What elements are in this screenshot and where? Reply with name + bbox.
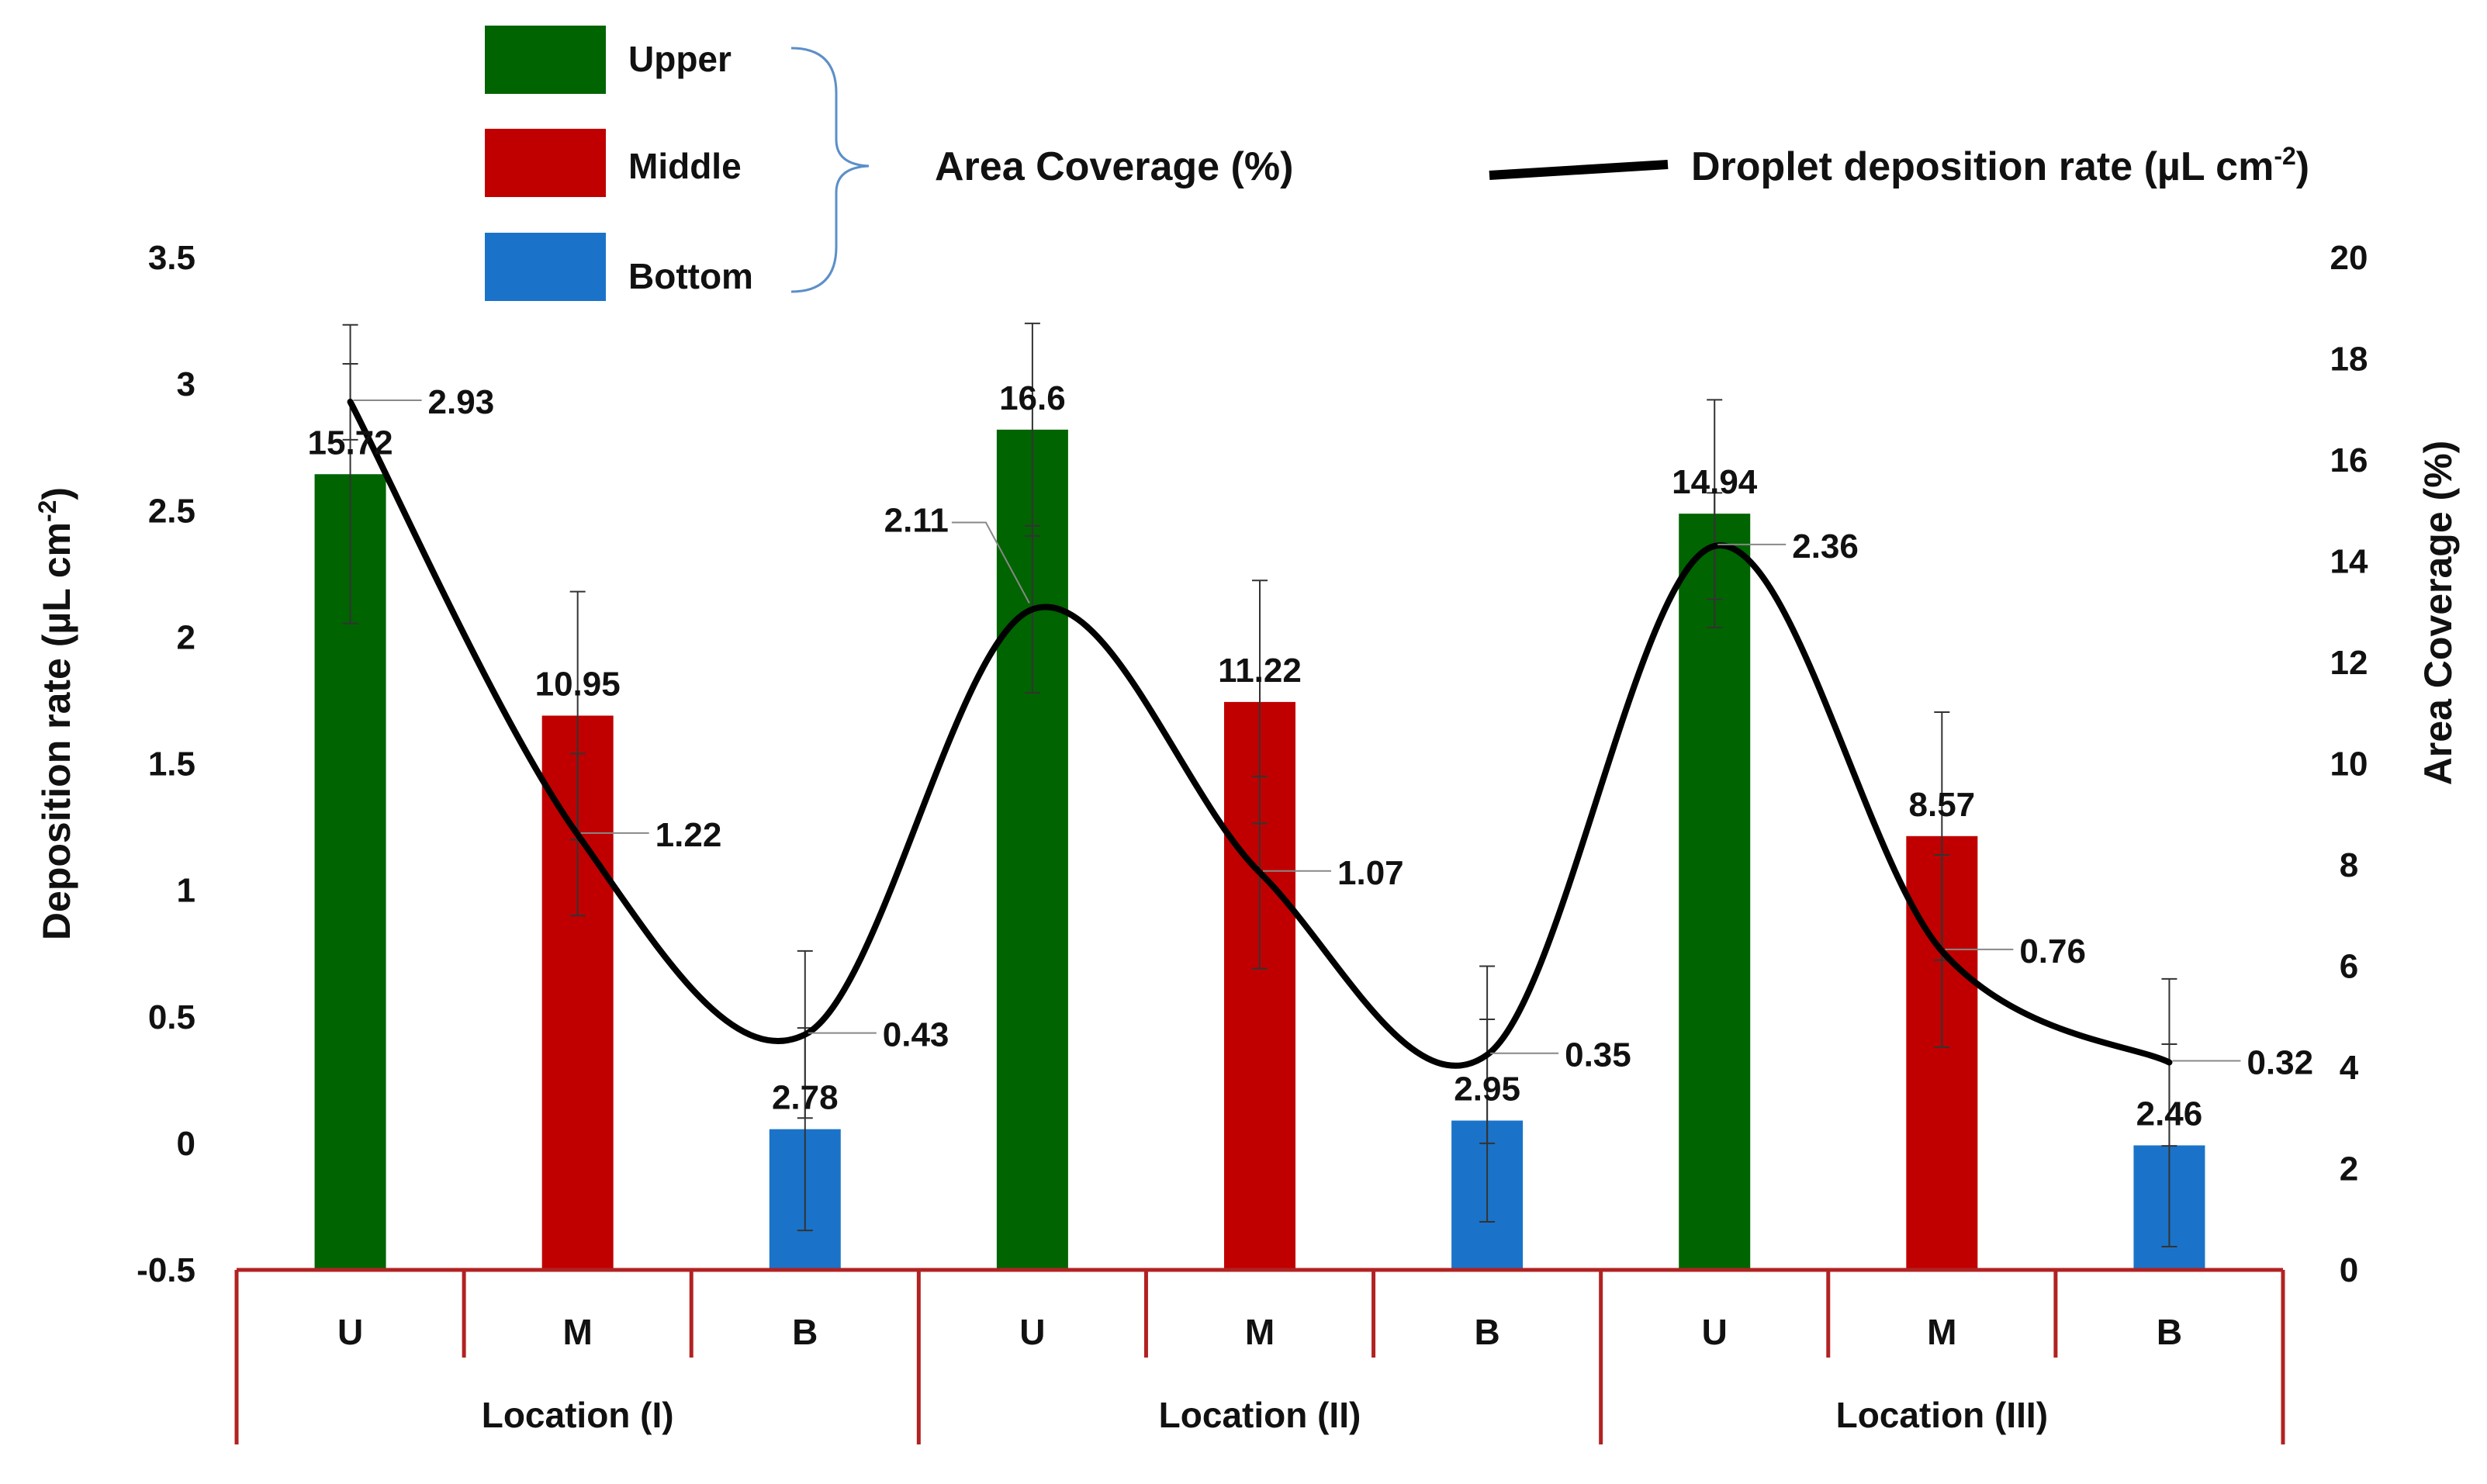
y-left-tick-4: 1.5	[148, 745, 195, 784]
bar-label-2: 2.78	[772, 1079, 839, 1117]
y-right-tick-0: 0	[2340, 1251, 2358, 1289]
y-left-tick-0: -0.5	[137, 1251, 195, 1289]
line-label-2: 0.43	[883, 1016, 949, 1054]
line-label-5: 0.35	[1565, 1036, 1631, 1074]
legend: Upper Middle Bottom Area Coverage (%) Dr…	[485, 26, 2309, 301]
line-label-group-4: 1.07	[1263, 854, 1404, 892]
bar-value-labels: 15.72 10.95 2.78 16.6 11.22 2.95 14.94 8.57 2.46	[308, 379, 2203, 1133]
line-label-group-7: 0.76	[1945, 932, 2086, 970]
y-left-tick-1: 0	[177, 1125, 195, 1163]
y-right-tick-7: 14	[2330, 543, 2368, 581]
y-left-tick-8: 3.5	[148, 239, 195, 277]
category-label-4: M	[1245, 1312, 1275, 1352]
category-label-8: B	[2157, 1312, 2182, 1352]
legend-line-label-suffix: )	[2296, 144, 2309, 189]
line-label-6: 2.36	[1792, 528, 1859, 566]
category-label-0: U	[337, 1312, 363, 1352]
y-right-tick-4: 8	[2340, 846, 2358, 884]
category-axis-frame	[234, 1268, 2285, 1444]
legend-brace	[790, 47, 870, 293]
y-right-ticks: 0 2 4 6 8 10 12 14 16 18 20	[2330, 239, 2368, 1289]
category-label-5: B	[1474, 1312, 1499, 1352]
line-label-8: 0.32	[2247, 1043, 2313, 1081]
bar-label-3: 16.6	[999, 379, 1066, 417]
legend-swatch-upper	[485, 26, 606, 94]
line-label-group-3: 2.11	[884, 501, 1030, 604]
bar-label-8: 2.46	[2136, 1095, 2203, 1133]
y-right-tick-2: 4	[2340, 1049, 2359, 1087]
bar-label-4: 11.22	[1218, 652, 1302, 690]
line-label-0: 2.93	[428, 383, 495, 421]
legend-swatch-bottom	[485, 233, 606, 301]
category-label-7: M	[1927, 1312, 1956, 1352]
y-left-axis-title-suffix: )	[35, 487, 78, 500]
legend-label-middle: Middle	[628, 146, 742, 186]
legend-line-label: Droplet deposition rate (µL cm-2)	[1691, 142, 2309, 189]
y-right-tick-10: 20	[2330, 239, 2368, 277]
legend-swatch-middle	[485, 129, 606, 197]
deposition-line	[347, 398, 2173, 1069]
group-label-1: Location (II)	[1159, 1395, 1361, 1435]
legend-line-label-main: Droplet deposition rate (µL cm	[1691, 144, 2274, 189]
line-label-group-1: 1.22	[580, 816, 722, 854]
legend-line-label-sup: -2	[2274, 142, 2295, 170]
line-label-leader-3	[951, 521, 1030, 604]
y-left-tick-7: 3	[177, 365, 195, 403]
group-labels: Location (I) Location (II) Location (III)	[482, 1395, 2048, 1435]
line-label-4: 1.07	[1337, 854, 1404, 892]
line-label-group-8: 0.32	[2172, 1043, 2313, 1081]
category-label-6: U	[1702, 1312, 1728, 1352]
bar-6	[1679, 514, 1751, 1270]
group-label-2: Location (III)	[1836, 1395, 2048, 1435]
y-left-axis-title-sup: -2	[33, 500, 61, 522]
legend-line-swatch	[1489, 160, 1669, 180]
y-right-tick-1: 2	[2340, 1150, 2358, 1188]
line-value-labels: 2.93 1.22 0.43 2.11 1.07 0.35 2.36 0.76 0.32	[353, 383, 2313, 1081]
legend-label-bottom: Bottom	[628, 256, 753, 296]
y-left-tick-5: 2	[177, 618, 195, 656]
line-label-group-2: 0.43	[808, 1016, 949, 1054]
category-label-3: U	[1019, 1312, 1045, 1352]
y-right-tick-3: 6	[2340, 948, 2358, 986]
y-right-axis-title: Area Coverage (%)	[2416, 441, 2460, 786]
y-right-tick-5: 10	[2330, 745, 2368, 784]
bar-label-5: 2.95	[1454, 1071, 1520, 1109]
bar-label-7: 8.57	[1909, 786, 1976, 824]
bar-label-0: 15.72	[308, 424, 393, 462]
line-label-group-6: 2.36	[1717, 528, 1859, 566]
line-label-group-0: 2.93	[353, 383, 495, 421]
line-label-1: 1.22	[655, 816, 722, 854]
y-left-axis-title-main: Deposition rate (µL cm	[35, 522, 78, 940]
y-right-tick-8: 16	[2330, 441, 2368, 479]
y-right-tick-9: 18	[2330, 341, 2368, 379]
category-label-2: B	[792, 1312, 818, 1352]
line-label-group-5: 0.35	[1490, 1036, 1631, 1074]
y-left-axis-title: Deposition rate (µL cm-2)	[33, 487, 78, 940]
bar-label-6: 14.94	[1672, 463, 1758, 501]
line-label-7: 0.76	[2019, 932, 2086, 970]
y-left-tick-6: 2.5	[148, 492, 195, 530]
line-label-3: 2.11	[884, 501, 949, 539]
y-left-tick-3: 1	[177, 872, 195, 910]
y-left-ticks: -0.5 0 0.5 1 1.5 2 2.5 3 3.5	[137, 239, 195, 1289]
group-label-0: Location (I)	[482, 1395, 674, 1435]
bar-label-1: 10.95	[535, 666, 621, 704]
y-right-tick-6: 12	[2330, 644, 2368, 682]
category-label-1: M	[563, 1312, 593, 1352]
y-left-tick-2: 0.5	[148, 998, 195, 1036]
legend-label-upper: Upper	[628, 39, 732, 79]
legend-bar-group-label: Area Coverage (%)	[935, 144, 1293, 189]
